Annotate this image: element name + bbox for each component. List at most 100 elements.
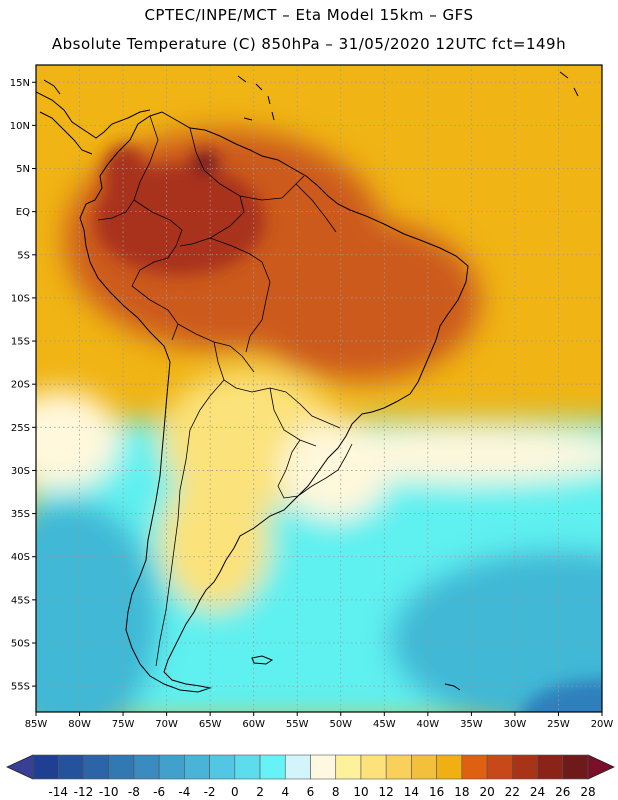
colorbar-label: 22 [505,785,520,799]
colorbar-label: 12 [379,785,394,799]
lon-tick-label: 25W [547,719,570,730]
lon-tick-label: 20W [591,719,614,730]
lat-tick-label: 55S [11,682,30,693]
colorbar-swatch [512,754,538,780]
colorbar-label: 18 [454,785,469,799]
colorbar-swatch [184,754,210,780]
colorbar-label: 6 [307,785,315,799]
colorbar-swatch [57,754,84,780]
colorbar-label: 0 [231,785,239,799]
cold-core-pacific [36,500,160,712]
colorbar-swatch [310,754,337,780]
colorbar-label: -8 [128,785,140,799]
colorbar-swatch [360,754,387,780]
lon-tick-label: 70W [155,719,178,730]
axis-labels: 85W 80W 75W 70W 65W 60W 55W 50W 45W 40W 35W 30W 25W 2… [10,78,614,730]
colorbar-swatch [133,754,160,780]
lat-tick-label: 10N [10,121,30,132]
colorbar-swatch [335,754,362,780]
lat-tick-label: 10S [11,293,30,304]
lon-tick-label: 45W [373,719,396,730]
colorbar-label: 10 [353,785,368,799]
colorbar-swatch [32,754,59,780]
colorbar-label: 24 [530,785,545,799]
colorbar-label: -10 [99,785,119,799]
colorbar-swatch [158,754,185,780]
colorbar-label: 2 [256,785,264,799]
colorbar-label: 14 [404,785,419,799]
lat-tick-label: 30S [11,466,30,477]
colorbar-over-arrow [587,754,615,780]
colorbar-swatch [259,754,286,780]
colorbar-swatch [83,754,109,780]
colorbar-swatch [284,754,311,780]
lat-tick-label: 40S [11,552,30,563]
colorbar-swatch [385,754,412,780]
map-subtitle: Absolute Temperature (C) 850hPa – 31/05/… [51,35,567,53]
country-borders [97,115,353,667]
colorbar-swatch [537,754,564,780]
lon-tick-label: 30W [504,719,527,730]
lon-tick-label: 40W [417,719,440,730]
lon-tick-label: 85W [25,719,48,730]
cool-spot-uruguay [280,420,390,520]
lat-tick-label: 45S [11,595,30,606]
lat-tick-label: 15S [11,337,30,348]
colorbar-label: 8 [332,785,340,799]
lon-tick-label: 50W [329,719,352,730]
colorbar-label: 4 [281,785,289,799]
very-hot-colombia [103,145,147,205]
falkland-islands [251,655,274,665]
colorbar-under-arrow [6,754,34,780]
lat-tick-label: 15N [10,78,30,89]
colorbar-swatch [486,754,513,780]
temperature-maximum [191,152,219,172]
caribbean-islands [237,71,579,121]
coastline-south-america [79,111,469,693]
lon-tick-label: 35W [460,719,483,730]
south-georgia [444,683,461,691]
lat-tick-label: 5S [17,250,30,261]
colorbar-label: -14 [48,785,68,799]
colorbar-label: 28 [580,785,595,799]
colorbar-label: 20 [479,785,494,799]
temperature-field [36,65,602,712]
lat-tick-label: 5N [16,164,30,175]
colorbar-swatch [461,754,488,780]
coastlines [36,71,579,693]
temperature-colorbar: -14 -12 -10 -8 -6 -4 -2 0 2 4 6 8 10 12 14 16 18 20 22 24 26… [6,754,615,799]
lon-tick-label: 75W [112,719,135,730]
lon-tick-label: 80W [68,719,91,730]
colorbar-label: -2 [204,785,216,799]
coldest-region [521,680,602,712]
colorbar-label: -12 [74,785,94,799]
colorbar-label: -4 [178,785,190,799]
pale-band-pacific [36,390,120,490]
map-title: CPTEC/INPE/MCT – Eta Model 15km – GFS [144,6,474,24]
cold-core-atlantic [390,550,602,712]
colorbar-label: 16 [429,785,444,799]
colorbar-label: 26 [555,785,570,799]
colorbar-swatch [108,754,135,780]
lon-tick-label: 60W [242,719,265,730]
lat-tick-label: 20S [11,380,30,391]
lat-tick-label: 35S [11,509,30,520]
colorbar-swatch [234,754,261,780]
coast-central-america [36,79,151,155]
colorbar-label: -6 [153,785,165,799]
field-detail [95,145,602,712]
lat-tick-label: 25S [11,423,30,434]
warm-tongue-patagonia [160,470,270,610]
colorbar-swatch [436,754,463,780]
axis-ticks [32,81,603,716]
colorbar-swatch [562,754,589,780]
lat-tick-label: 50S [11,638,30,649]
colorbar-swatch [209,754,236,780]
hot-core-brazil [240,220,480,380]
lon-tick-label: 55W [286,719,309,730]
lat-tick-label: EQ [16,207,30,218]
colorbar-swatch [411,754,437,780]
map-frame [35,64,603,713]
lon-tick-label: 65W [199,719,222,730]
